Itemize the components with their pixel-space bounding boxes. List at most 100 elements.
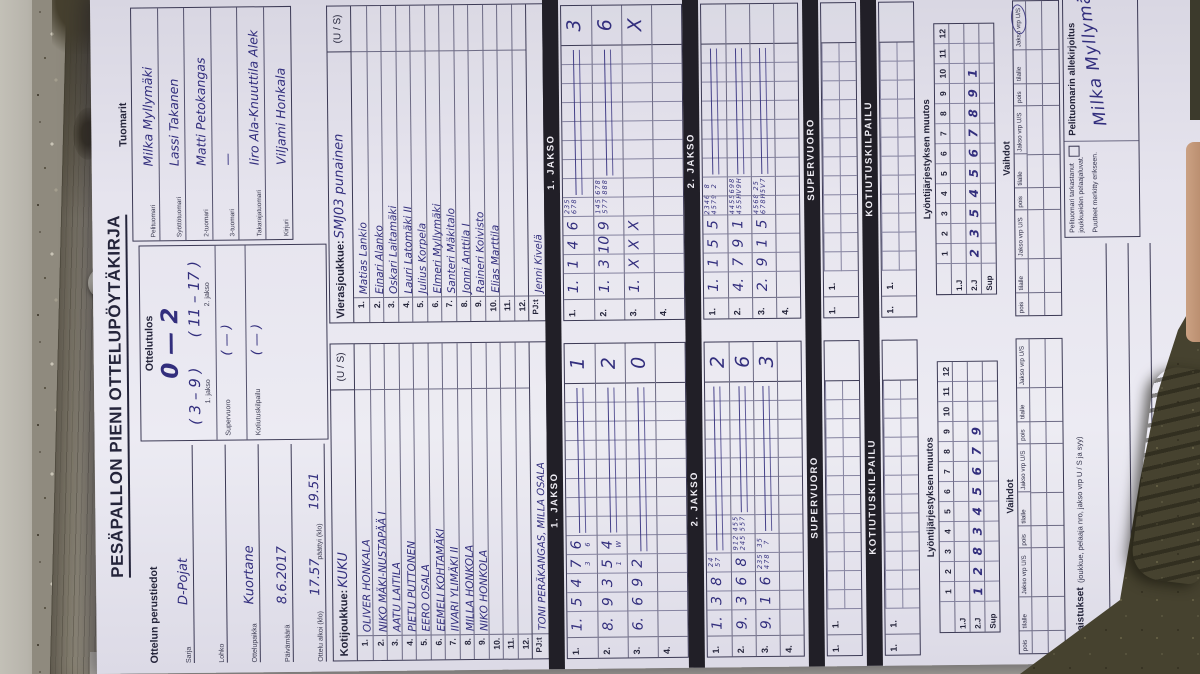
- grid-cell: [779, 571, 804, 591]
- grid-cell: [654, 215, 684, 236]
- grid-lead-cell: 1.: [563, 273, 595, 301]
- lineup-col-header: 5: [939, 502, 954, 523]
- player-number: 6.: [429, 300, 440, 308]
- grid-cell: 6: [731, 572, 756, 592]
- lineup-row-label: 2.J: [969, 279, 980, 291]
- subs-row: [1045, 338, 1065, 653]
- mini-total-cell: [824, 341, 859, 382]
- referee-role-label: Kirjuri: [283, 219, 291, 237]
- player-us-cell: [366, 5, 381, 53]
- lead-batter: 1.: [569, 617, 586, 632]
- cell-main: 8: [733, 557, 750, 567]
- mini-cell: [823, 252, 841, 272]
- grid-total-cell: 3: [561, 5, 592, 47]
- mini-cell: [901, 494, 919, 514]
- mini-cell: [881, 251, 899, 271]
- lineup-cell: [979, 43, 994, 64]
- subs-col-header: tilalle: [1019, 597, 1033, 632]
- mini-cell: [826, 533, 844, 553]
- player-number: 3.: [386, 300, 397, 309]
- mini-cell: [821, 43, 839, 63]
- referee-role-label: Takarajatuomari: [255, 189, 263, 237]
- grid-row-number: 3.: [756, 307, 767, 316]
- home-lineup-table: 1 2 3 4 5 6 7 8 9 10 11 12 1.J 2.J 1 2 8 3 4 5 6 7 9 Sup: [936, 360, 1001, 634]
- grid-cell: 3: [732, 591, 756, 611]
- mini-cell: [881, 194, 899, 214]
- lineup-cell: [954, 561, 970, 583]
- grid-cell: [776, 214, 800, 234]
- mini-cell: [838, 81, 857, 101]
- grid-cell: [657, 572, 688, 593]
- grid-cell: [779, 514, 803, 534]
- mini-cell: [897, 137, 915, 157]
- subs-cell: [1026, 49, 1043, 84]
- away-subs-table: pois tilalle Jakso vrp U/S pois tilalle Jakso…: [1011, 0, 1063, 317]
- subs-cell: [1047, 548, 1065, 598]
- cell-main: 5: [705, 219, 722, 230]
- grid-cell: [774, 62, 798, 82]
- player-name-cell: EEMELI KOHTAMÄKI: [428, 389, 447, 636]
- subs-cell: [1026, 83, 1044, 106]
- mini-cell: [879, 42, 897, 62]
- mini-cell: [883, 418, 901, 438]
- grid-row-number: 2.: [598, 309, 609, 317]
- lineup-row: 1.J: [951, 361, 970, 633]
- grid-total-cell: 3: [753, 341, 778, 383]
- player-number: 11.: [502, 299, 513, 312]
- grid-row-number: 4.: [658, 308, 669, 317]
- pj-label: PJ:t: [531, 299, 541, 315]
- subs-cell: [1047, 492, 1064, 527]
- supervuoro-value: ( — ): [219, 324, 235, 356]
- subs-col-header: Jakso vrp U/S: [1016, 339, 1031, 389]
- cell-main: X: [626, 239, 643, 250]
- subs-col-header: pois: [1017, 421, 1031, 445]
- basic-info-field: Päivämäärä 8.6.2017: [261, 443, 294, 663]
- grid-lead-cell: 1.: [567, 611, 598, 639]
- lineup-cell: [949, 23, 964, 45]
- cell-small-bottom: 2: [709, 184, 718, 189]
- subs-cell: [1043, 188, 1061, 211]
- lineup-col-header: 11: [934, 44, 949, 65]
- grid-cell: [656, 401, 686, 422]
- grid-cell: 6: [755, 571, 780, 592]
- grid-row-number: 4.: [780, 307, 791, 315]
- row-total: 3: [755, 355, 778, 368]
- lineup-cell: [952, 361, 967, 383]
- cell-main: 9: [630, 577, 647, 587]
- player-us-cell: [515, 342, 530, 389]
- lineup-cell: [953, 401, 968, 423]
- team-name: SMJ03 punainen: [331, 133, 348, 239]
- lineup-value: 8: [970, 547, 985, 556]
- mini-cell: [843, 551, 861, 572]
- grid-row: 4.: [773, 3, 801, 318]
- grid-cell: [652, 63, 682, 84]
- player-us-cell: [424, 5, 439, 52]
- pj-label: PJ:t: [534, 637, 544, 653]
- mini-cell: [879, 61, 897, 81]
- player-number: 10.: [487, 299, 498, 312]
- hand-sliver: [1186, 142, 1200, 342]
- mini-cell: [840, 195, 858, 215]
- lineup-cell: [954, 501, 969, 523]
- referee-name: —: [219, 153, 235, 166]
- subs-cell: [1047, 526, 1064, 549]
- field-label: Lohko: [218, 643, 226, 663]
- player-us-cell: [439, 5, 453, 52]
- player-name-cell: Oskari Laitamäki: [381, 51, 400, 298]
- grid-total-cell: [652, 4, 682, 46]
- home-kotiutus-grid: 1. 1.: [881, 339, 921, 656]
- lineup-cell: [953, 461, 969, 483]
- row-total: 6: [731, 355, 754, 368]
- grid-cell: 9: [627, 573, 658, 593]
- grid-cell: [775, 138, 799, 158]
- subs-cell: [1026, 1, 1043, 51]
- row-total: 1: [566, 357, 589, 370]
- kotiutus-band-away-label: KOTIUTUSKILPAILU: [863, 101, 876, 217]
- end-time-value: 19.51: [306, 472, 323, 510]
